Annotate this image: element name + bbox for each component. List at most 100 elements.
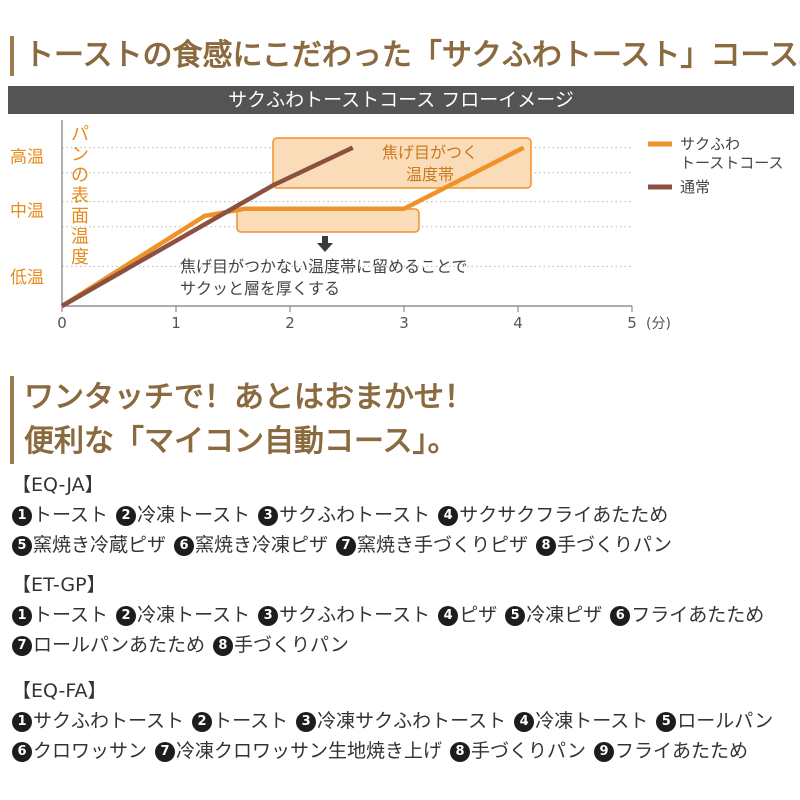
course-line: 1 トースト 2 冷凍トースト 3 サクふわトースト 4 ピザ 5 冷凍ピザ 6 フライあたため xyxy=(12,600,772,630)
model-group-eq-fa: 【EQ-FA】 1 サクふわトースト 2 トースト 3 冷凍サクふわトースト 4 冷凍トースト… xyxy=(12,676,781,766)
course-line: 6 クロワッサン 7 冷凍クロワッサン生地焼き上げ 8 手づくりパン 9 フライあたため xyxy=(12,736,781,766)
course-label: サクサクフライあたため xyxy=(459,504,669,526)
course-list: 1 トースト 2 冷凍トースト 3 サクふわトースト 4 ピザ 5 冷凍ピザ 6 フライあたため 7 ロー… xyxy=(12,600,772,660)
heading-accent-bar xyxy=(10,36,14,76)
y-axis-label-char: ン xyxy=(71,145,89,166)
x-tick-label: 5 xyxy=(627,314,637,332)
number-badge: 3 xyxy=(258,606,279,626)
number-badge: 5 xyxy=(656,712,677,732)
arrow-shaft xyxy=(322,236,328,244)
number-badge: 1 xyxy=(12,506,32,526)
number-badge: 5 xyxy=(12,536,32,556)
course-label: ロールパン xyxy=(677,710,774,732)
course-label: ピザ xyxy=(459,604,498,626)
course-label: トースト xyxy=(33,604,109,626)
number-badge: 6 xyxy=(610,606,631,626)
course-label: 窯焼き冷蔵ピザ xyxy=(33,534,167,556)
course-label: フライあたため xyxy=(614,740,748,762)
course-item: 3 冷凍サクふわトースト xyxy=(296,710,506,732)
course-item: 1 トースト xyxy=(12,504,108,526)
course-line: 7 ロールパンあたため 8 手づくりパン xyxy=(12,630,772,660)
model-name: 【EQ-JA】 xyxy=(12,474,104,496)
number-badge: 4 xyxy=(514,712,535,732)
y-axis-label-char: の xyxy=(71,165,89,186)
y-axis-label-char: 表 xyxy=(71,186,89,207)
section-heading-line-2: 便利な「マイコン自動コース」。 xyxy=(24,424,458,459)
course-list: 1 サクふわトースト 2 トースト 3 冷凍サクふわトースト 4 冷凍トースト 5 ロールパン 6 ク… xyxy=(12,706,781,766)
course-label: フライあたため xyxy=(631,604,765,626)
course-item: 6 窯焼き冷凍ピザ xyxy=(174,534,328,556)
course-item: 5 冷凍ピザ xyxy=(505,604,602,626)
y-tick-label: 低温 xyxy=(10,268,44,288)
course-item: 2 冷凍トースト xyxy=(116,504,250,526)
course-item: 2 冷凍トースト xyxy=(116,604,250,626)
course-label: 窯焼き冷凍ピザ xyxy=(195,534,329,556)
course-label: 手づくりパン xyxy=(233,634,349,656)
course-label: 冷凍トースト xyxy=(535,710,649,732)
chart-title-band: サクふわトーストコース フローイメージ xyxy=(8,86,794,114)
hold-note-text: サクッと層を厚くする xyxy=(180,279,340,298)
hold-note-text: 焦げ目がつかない温度帯に留めることで xyxy=(180,257,468,276)
number-badge: 8 xyxy=(212,636,233,656)
number-badge: 8 xyxy=(450,742,471,762)
course-line: 5 窯焼き冷蔵ピザ 6 窯焼き冷凍ピザ 7 窯焼き手づくりピザ 8 手づくりパン xyxy=(12,530,680,560)
x-tick-label: 1 xyxy=(171,314,181,332)
course-label: 窯焼き手づくりピザ xyxy=(357,534,529,556)
y-axis-label-char: 度 xyxy=(71,247,89,268)
legend-label-normal: 通常 xyxy=(680,178,710,196)
model-name: 【EQ-FA】 xyxy=(12,680,107,702)
hold-zone-box xyxy=(236,208,420,233)
number-badge: 7 xyxy=(155,742,176,762)
number-badge: 6 xyxy=(174,536,195,556)
course-item: 4 サクサクフライあたため xyxy=(438,504,668,526)
course-label: サクふわトースト xyxy=(279,604,431,626)
y-tick-label: 高温 xyxy=(10,148,44,168)
y-axis-label-char: 温 xyxy=(71,227,89,248)
number-badge: 4 xyxy=(438,606,459,626)
course-item: 6 クロワッサン xyxy=(12,740,147,762)
course-label: 冷凍ピザ xyxy=(526,604,603,626)
y-axis-label-char: 面 xyxy=(71,206,89,227)
course-item: 8 手づくりパン xyxy=(212,634,349,656)
course-item: 2 トースト xyxy=(192,710,288,732)
number-badge: 7 xyxy=(12,636,32,656)
course-label: 冷凍クロワッサン生地焼き上げ xyxy=(176,740,443,762)
course-item: 7 ロールパンあたため xyxy=(12,634,205,656)
x-tick-label: 2 xyxy=(285,314,295,332)
x-tick-label: 0 xyxy=(57,314,67,332)
section-heading-line-1: ワンタッチで！あとはおまかせ！ xyxy=(24,380,474,415)
number-badge: 2 xyxy=(116,506,137,526)
course-item: 8 手づくりパン xyxy=(450,740,586,762)
course-label: 冷凍サクふわトースト xyxy=(317,710,507,732)
section-heading: ワンタッチで！あとはおまかせ！ 便利な「マイコン自動コース」。 xyxy=(10,376,474,464)
course-label: トースト xyxy=(33,504,109,526)
course-item: 5 窯焼き冷蔵ピザ xyxy=(12,534,166,556)
number-badge: 9 xyxy=(593,742,614,762)
number-badge: 7 xyxy=(336,536,357,556)
course-item: 8 手づくりパン xyxy=(536,534,672,556)
course-label: サクふわトースト xyxy=(279,504,431,526)
legend-label-sakufuwa: トーストコース xyxy=(680,154,784,172)
course-item: 9 フライあたため xyxy=(593,740,748,762)
browning-zone-label: 焦げ目がつく xyxy=(382,143,478,162)
course-label: 冷凍トースト xyxy=(137,604,251,626)
course-label: 手づくりパン xyxy=(471,740,586,762)
number-badge: 6 xyxy=(12,742,32,762)
course-label: クロワッサン xyxy=(33,740,148,762)
course-list: 1 トースト 2 冷凍トースト 3 サクふわトースト 4 サクサクフライあたため 5 窯焼き冷蔵ピ… xyxy=(12,500,680,560)
number-badge: 3 xyxy=(296,712,317,732)
y-tick-label: 中温 xyxy=(10,202,44,222)
main-heading-text: トーストの食感にこだわった「サクふわトースト」コース。 xyxy=(24,38,800,73)
x-unit-label: (分) xyxy=(646,316,671,332)
x-tick-label: 3 xyxy=(399,314,409,332)
number-badge: 2 xyxy=(192,712,213,732)
course-line: 1 トースト 2 冷凍トースト 3 サクふわトースト 4 サクサクフライあたため xyxy=(12,500,680,530)
course-item: 6 フライあたため xyxy=(610,604,764,626)
course-label: トースト xyxy=(213,710,289,732)
model-name: 【ET-GP】 xyxy=(12,574,106,596)
number-badge: 4 xyxy=(438,506,459,526)
course-item: 7 窯焼き手づくりピザ xyxy=(336,534,528,556)
number-badge: 1 xyxy=(12,606,32,626)
course-line: 1 サクふわトースト 2 トースト 3 冷凍サクふわトースト 4 冷凍トースト 5 ロールパン xyxy=(12,706,781,736)
